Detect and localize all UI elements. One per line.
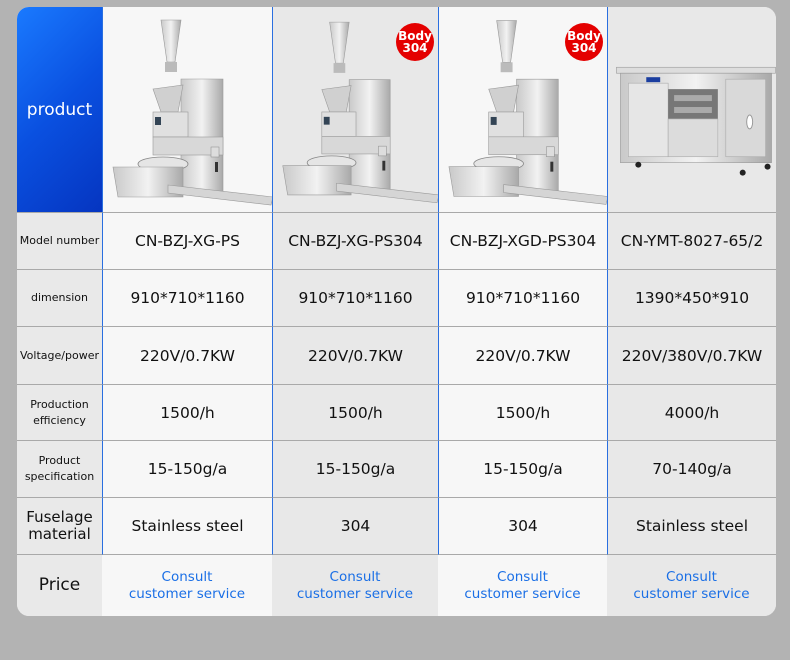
row-value: 1500/h bbox=[102, 385, 272, 441]
comparison-table: product Body 304 Body 304 Model number CN-BZJ… bbox=[17, 7, 776, 616]
price-line1: Consult bbox=[666, 568, 717, 585]
row-value: 910*710*1160 bbox=[272, 270, 438, 327]
row-value: 220V/0.7KW bbox=[272, 327, 438, 385]
row-label: Product specification bbox=[17, 441, 102, 498]
row-value: 15-150g/a bbox=[102, 441, 272, 498]
price-line1: Consult bbox=[329, 568, 381, 585]
price-line2: customer service bbox=[633, 585, 750, 602]
row-label: Fuselage material bbox=[17, 498, 102, 555]
row-value: 220V/0.7KW bbox=[102, 327, 272, 385]
row-value: 220V/0.7KW bbox=[438, 327, 607, 385]
row-value: Stainless steel bbox=[607, 498, 776, 555]
dumpling-machine-image bbox=[103, 7, 273, 213]
price-line2: customer service bbox=[464, 585, 581, 602]
row-value: Stainless steel bbox=[102, 498, 272, 555]
consult-customer-service-link[interactable]: Consult customer service bbox=[607, 555, 776, 616]
row-label: Production efficiency bbox=[17, 385, 102, 441]
badge-line2: 304 bbox=[571, 41, 597, 55]
product-image-cell: Body 304 bbox=[438, 7, 607, 213]
row-value: 220V/380V/0.7KW bbox=[607, 327, 776, 385]
row-value: CN-BZJ-XG-PS bbox=[102, 213, 272, 270]
row-value: 4000/h bbox=[607, 385, 776, 441]
row-label: dimension bbox=[17, 270, 102, 327]
row-value: 1390*450*910 bbox=[607, 270, 776, 327]
row-value: 304 bbox=[272, 498, 438, 555]
row-value: 15-150g/a bbox=[272, 441, 438, 498]
row-value: 910*710*1160 bbox=[438, 270, 607, 327]
badge-line1: Body bbox=[398, 29, 432, 43]
product-image-cell bbox=[607, 7, 776, 213]
row-value: CN-BZJ-XG-PS304 bbox=[272, 213, 438, 270]
badge-line1: Body bbox=[567, 29, 601, 43]
row-value: 1500/h bbox=[272, 385, 438, 441]
row-value: 910*710*1160 bbox=[102, 270, 272, 327]
consult-customer-service-link[interactable]: Consult customer service bbox=[438, 555, 607, 616]
price-line2: customer service bbox=[296, 585, 414, 602]
row-value: CN-YMT-8027-65/2 bbox=[607, 213, 776, 270]
row-value: CN-BZJ-XGD-PS304 bbox=[438, 213, 607, 270]
consult-customer-service-link[interactable]: Consult customer service bbox=[272, 555, 438, 616]
consult-customer-service-link[interactable]: Consult customer service bbox=[102, 555, 272, 616]
body-304-badge: Body 304 bbox=[565, 23, 603, 61]
row-value: 1500/h bbox=[438, 385, 607, 441]
header-product-label: product bbox=[17, 7, 102, 213]
proofing-cabinet-image bbox=[608, 7, 776, 213]
row-label: Voltage/power bbox=[17, 327, 102, 385]
price-line1: Consult bbox=[497, 568, 548, 585]
price-label: Price bbox=[17, 555, 102, 616]
row-value: 70-140g/a bbox=[607, 441, 776, 498]
badge-line2: 304 bbox=[402, 41, 428, 55]
price-line1: Consult bbox=[161, 568, 213, 585]
product-image-cell: Body 304 bbox=[272, 7, 438, 213]
row-label: Model number bbox=[17, 213, 102, 270]
price-line2: customer service bbox=[128, 585, 246, 602]
product-image-cell bbox=[102, 7, 272, 213]
row-value: 15-150g/a bbox=[438, 441, 607, 498]
row-value: 304 bbox=[438, 498, 607, 555]
body-304-badge: Body 304 bbox=[396, 23, 434, 61]
